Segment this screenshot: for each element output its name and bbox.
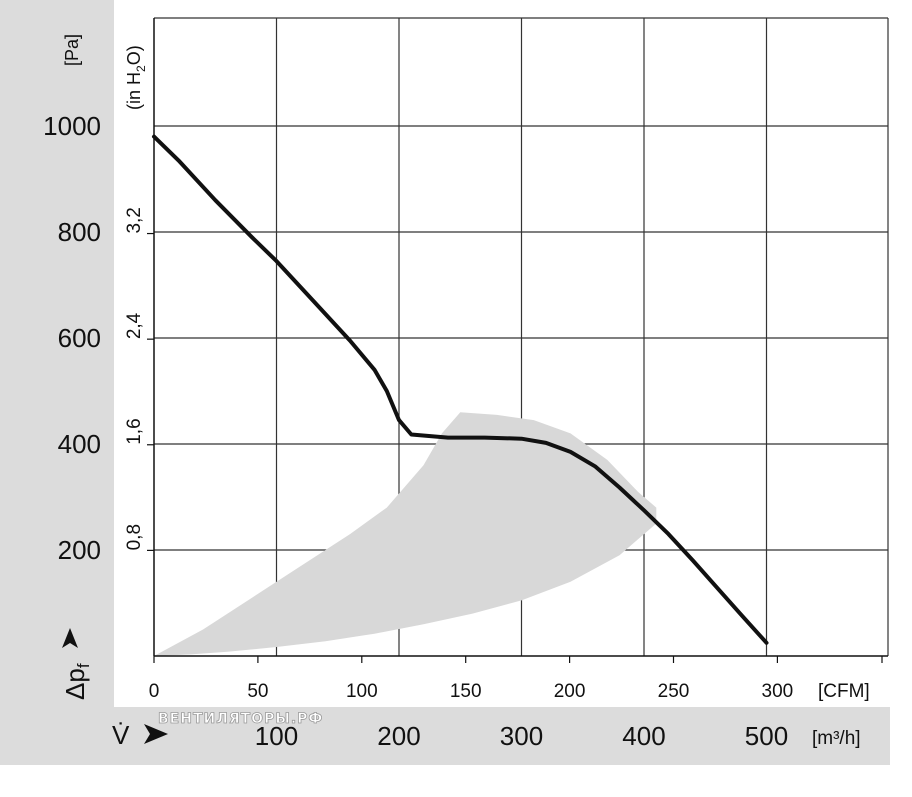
pa-unit-label: [Pa] <box>62 34 82 66</box>
inh2o-tick-label: 1,6 <box>124 418 145 444</box>
cfm-tick-label: 100 <box>346 681 378 702</box>
operating-range-area <box>154 412 657 656</box>
m3h-tick-label: 300 <box>500 721 543 751</box>
x-axis-label: V̇ <box>112 720 130 750</box>
pa-tick-label: 800 <box>58 217 101 247</box>
series-line <box>152 134 769 645</box>
axes <box>147 18 888 663</box>
cfm-tick-label: 150 <box>450 681 482 702</box>
grid <box>154 17 889 656</box>
m3h-tick-label: 500 <box>745 721 788 751</box>
cfm-tick-label: 50 <box>247 681 268 702</box>
cfm-tick-label: 0 <box>149 681 160 702</box>
m3h-tick-label: 400 <box>622 721 665 751</box>
cfm-unit-label: [CFM] <box>818 681 870 702</box>
pa-tick-label: 400 <box>58 429 101 459</box>
pa-tick-labels: 200 400 600 800 1000 <box>43 111 101 565</box>
y-axis-band <box>0 0 114 707</box>
m3h-tick-labels: 100 200 300 400 500 <box>255 721 788 751</box>
pa-tick-label: 1000 <box>43 111 101 141</box>
pa-tick-label: 200 <box>58 535 101 565</box>
m3h-unit-label: [m³/h] <box>812 728 861 749</box>
x-axis-band <box>0 707 890 765</box>
inh2o-unit-label: (in H2O) <box>124 45 148 110</box>
m3h-tick-label: 200 <box>377 721 420 751</box>
watermark: ВЕНТИЛЯТОРЫ.РФ <box>158 711 323 727</box>
x-axis-arrow-icon <box>144 724 168 744</box>
inh2o-tick-label: 0,8 <box>124 524 145 550</box>
cfm-tick-label: 200 <box>554 681 586 702</box>
pa-tick-label: 600 <box>58 323 101 353</box>
y-axis-label: Δpf <box>60 628 93 700</box>
cfm-tick-label: 300 <box>762 681 794 702</box>
cfm-tick-labels: 0 50 100 150 200 250 300 <box>149 681 794 702</box>
inh2o-tick-labels: 0,8 1,6 2,4 3,2 <box>124 207 145 550</box>
inh2o-tick-label: 3,2 <box>124 207 145 233</box>
m3h-tick-label: 100 <box>255 721 298 751</box>
inh2o-tick-label: 2,4 <box>124 312 145 339</box>
y-axis-arrow-icon <box>62 628 78 648</box>
svg-text:Δpf: Δpf <box>60 663 93 700</box>
cfm-tick-label: 250 <box>658 681 690 702</box>
